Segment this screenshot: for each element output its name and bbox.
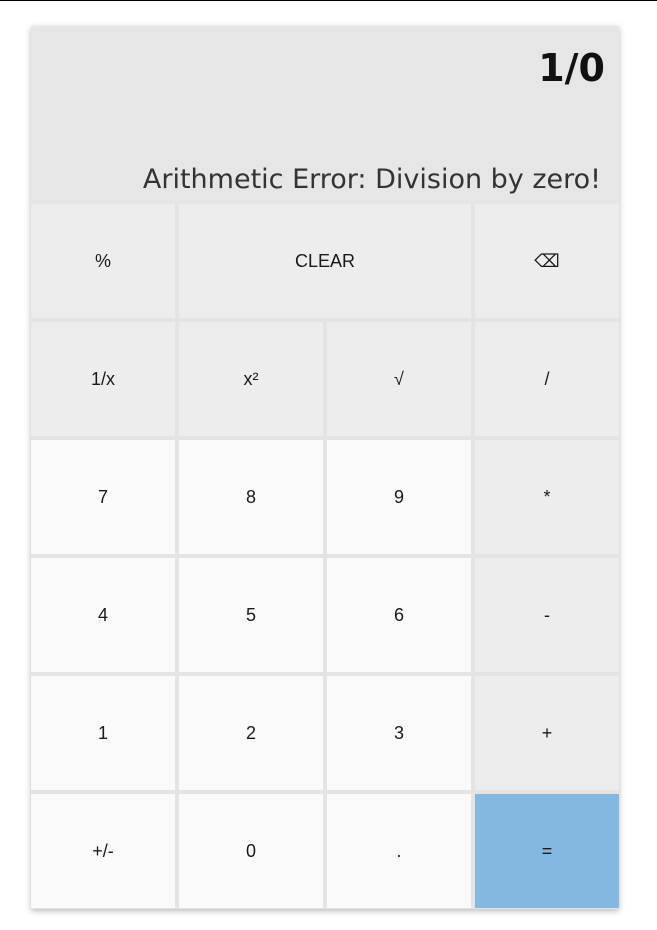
digit-3-button[interactable]: 3 xyxy=(327,676,471,790)
decimal-button[interactable]: . xyxy=(327,794,471,908)
expression-display: 1/0 xyxy=(538,46,605,90)
backspace-icon: ⌫ xyxy=(534,250,560,271)
backspace-button[interactable]: ⌫ xyxy=(475,204,619,318)
square-button[interactable]: x² xyxy=(179,322,323,436)
digit-5-button[interactable]: 5 xyxy=(179,558,323,672)
digit-0-button[interactable]: 0 xyxy=(179,794,323,908)
sqrt-button[interactable]: √ xyxy=(327,322,471,436)
digit-8-button[interactable]: 8 xyxy=(179,440,323,554)
calculator: 1/0 Arithmetic Error: Division by zero! … xyxy=(31,26,619,909)
digit-1-button[interactable]: 1 xyxy=(31,676,175,790)
digit-2-button[interactable]: 2 xyxy=(179,676,323,790)
digit-9-button[interactable]: 9 xyxy=(327,440,471,554)
digit-7-button[interactable]: 7 xyxy=(31,440,175,554)
reciprocal-button[interactable]: 1/x xyxy=(31,322,175,436)
equals-button[interactable]: = xyxy=(475,794,619,908)
clear-button[interactable]: CLEAR xyxy=(179,204,471,318)
subtract-button[interactable]: - xyxy=(475,558,619,672)
result-display: Arithmetic Error: Division by zero! xyxy=(142,164,601,195)
top-border-line xyxy=(0,0,657,1)
divide-button[interactable]: / xyxy=(475,322,619,436)
keypad: % CLEAR ⌫ 1/x x² √ / 7 8 9 * 4 5 6 - 1 2… xyxy=(31,204,619,909)
add-button[interactable]: + xyxy=(475,676,619,790)
negate-button[interactable]: +/- xyxy=(31,794,175,908)
multiply-button[interactable]: * xyxy=(475,440,619,554)
display-panel: 1/0 Arithmetic Error: Division by zero! xyxy=(31,26,619,204)
percent-button[interactable]: % xyxy=(31,204,175,318)
digit-6-button[interactable]: 6 xyxy=(327,558,471,672)
digit-4-button[interactable]: 4 xyxy=(31,558,175,672)
